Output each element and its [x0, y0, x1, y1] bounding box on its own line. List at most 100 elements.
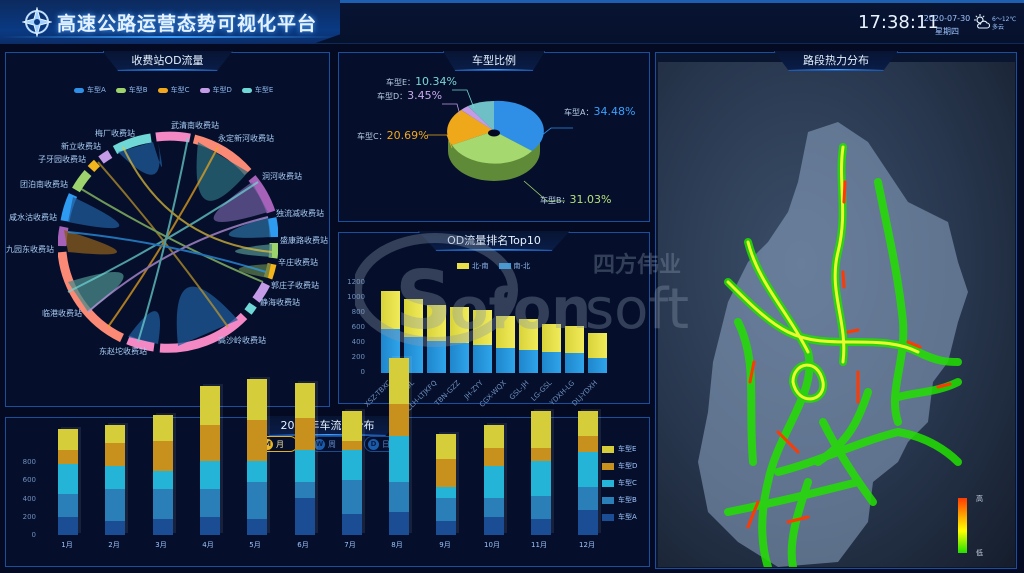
bar-segment — [341, 449, 362, 480]
bar-segment — [483, 424, 504, 448]
month-label: 6月 — [297, 541, 309, 549]
bar-segment — [105, 489, 126, 522]
date-display: 2020-07-30 星期四 — [922, 14, 972, 37]
panel-title: 2017年车流量分布 — [251, 416, 404, 436]
bar-segment — [341, 479, 362, 515]
bar-segment — [58, 463, 78, 494]
legend-item-type-d[interactable]: 车型D — [602, 461, 637, 471]
bar-segment — [152, 440, 173, 471]
bar-segment — [58, 449, 78, 464]
chord-diagram[interactable] — [58, 131, 278, 353]
weather-info: 6～12℃ 多云 — [992, 16, 1016, 32]
month-bar[interactable] — [341, 410, 362, 535]
month-bar[interactable] — [105, 424, 126, 535]
y-tick: 200 — [22, 513, 36, 521]
bar-segment — [199, 385, 220, 425]
scale-low-label: 低 — [976, 549, 983, 557]
od-top10-panel: OD流量排名Top10 北-南 南-北 1200 1000 800 600 40… — [338, 231, 650, 413]
month-bar[interactable] — [199, 385, 220, 535]
month-bar[interactable] — [531, 410, 551, 535]
bar-segment — [436, 486, 457, 499]
y-tick: 400 — [22, 495, 36, 503]
bar-segment — [152, 518, 173, 535]
y-tick: 800 — [22, 458, 36, 466]
month-label: 7月 — [344, 541, 356, 549]
pie-label-type-a: 车型A：34.48% — [564, 105, 636, 118]
legend-item-type-e[interactable]: 车型E — [241, 85, 273, 95]
legend-item-south-north[interactable]: 南-北 — [498, 261, 530, 271]
month-icon: M — [262, 438, 273, 450]
station-label: 辛庄收费站 — [278, 258, 318, 267]
pie-label-type-b: 车型B：31.03% — [540, 193, 612, 206]
month-bar[interactable] — [247, 378, 268, 535]
legend-item-type-a[interactable]: 车型A — [602, 512, 637, 522]
bar-segment — [389, 403, 410, 437]
bar-segment — [483, 516, 504, 535]
bar-segment — [105, 424, 126, 443]
x-label: JH-ZYY — [462, 379, 485, 402]
app-title: 高速公路运营态势可视化平台 — [57, 13, 318, 35]
legend-item-type-c[interactable]: 车型C — [602, 478, 637, 488]
bar-dlj-ydxh[interactable] — [588, 333, 607, 373]
month-bar[interactable] — [389, 357, 410, 535]
bar-segment — [247, 420, 268, 462]
station-label: 团泊南收费站 — [20, 180, 68, 189]
bar-segment — [531, 461, 551, 496]
y-tick: 600 — [351, 323, 365, 331]
legend-item-type-c[interactable]: 车型C — [157, 85, 190, 95]
station-label: 新立收费站 — [61, 142, 101, 151]
day-icon: D — [368, 438, 379, 450]
bar-lg-gsl[interactable] — [542, 324, 561, 373]
station-label: 子牙园收费站 — [38, 155, 86, 164]
panel-title: 路段热力分布 — [774, 51, 898, 71]
bar-segment — [389, 482, 410, 512]
month-bar[interactable] — [436, 433, 457, 535]
bar-gsl-jh[interactable] — [519, 319, 538, 373]
week-icon: W — [314, 438, 325, 450]
road-heat-map[interactable] — [658, 62, 1015, 567]
chord-legend: 车型A 车型B 车型C 车型D 车型E — [74, 85, 273, 95]
bar-segment — [341, 410, 362, 441]
month-label: 2月 — [108, 541, 120, 549]
month-bar[interactable] — [58, 429, 78, 535]
month-label: 12月 — [579, 541, 595, 549]
legend-item-type-d[interactable]: 车型D — [199, 85, 232, 95]
bar-ydxh-lg[interactable] — [565, 326, 584, 373]
station-label: 高沙岭收费站 — [218, 336, 266, 345]
bar-segment — [247, 378, 268, 420]
heat-scale-bar — [958, 498, 967, 553]
legend-item-type-a[interactable]: 车型A — [74, 85, 106, 95]
station-label: 梅厂收费站 — [95, 129, 135, 138]
panel-title: 收费站OD流量 — [102, 51, 233, 71]
bar-segment — [531, 410, 551, 448]
legend-item-type-b[interactable]: 车型B — [115, 85, 148, 95]
month-bar[interactable] — [294, 383, 315, 535]
bar-segment — [483, 447, 504, 466]
partly-cloudy-icon — [974, 14, 990, 29]
legend-item-north-south[interactable]: 北-南 — [457, 261, 489, 271]
bar-segment — [294, 449, 315, 483]
month-bar[interactable] — [152, 415, 173, 535]
weather-desc: 多云 — [992, 24, 1005, 31]
bar-segment — [152, 470, 173, 489]
legend-item-type-e[interactable]: 车型E — [602, 444, 636, 454]
month-bar[interactable] — [578, 410, 599, 535]
station-label: 盛康路收费站 — [280, 236, 328, 245]
legend-item-type-b[interactable]: 车型B — [602, 495, 637, 505]
y-tick: 800 — [351, 308, 365, 316]
pie-chart-3d[interactable] — [444, 93, 544, 183]
bar-segment — [483, 466, 504, 499]
y-tick: 200 — [351, 353, 365, 361]
station-label: 东赵坨收费站 — [99, 347, 147, 356]
scale-high-label: 高 — [976, 495, 983, 503]
month-bar[interactable] — [483, 424, 504, 535]
bar-segment — [389, 511, 410, 535]
bar-segment — [199, 489, 220, 517]
bar-cgx-wqx[interactable] — [496, 316, 515, 373]
bar-clh-ltjkfq[interactable] — [427, 305, 446, 373]
station-label: 洞河收费站 — [262, 172, 302, 181]
bar-tbn-gzz[interactable] — [450, 307, 469, 373]
station-label: 静海收费站 — [260, 298, 300, 307]
bar-segment — [294, 417, 315, 450]
bar-jh-zyy[interactable] — [473, 310, 492, 373]
